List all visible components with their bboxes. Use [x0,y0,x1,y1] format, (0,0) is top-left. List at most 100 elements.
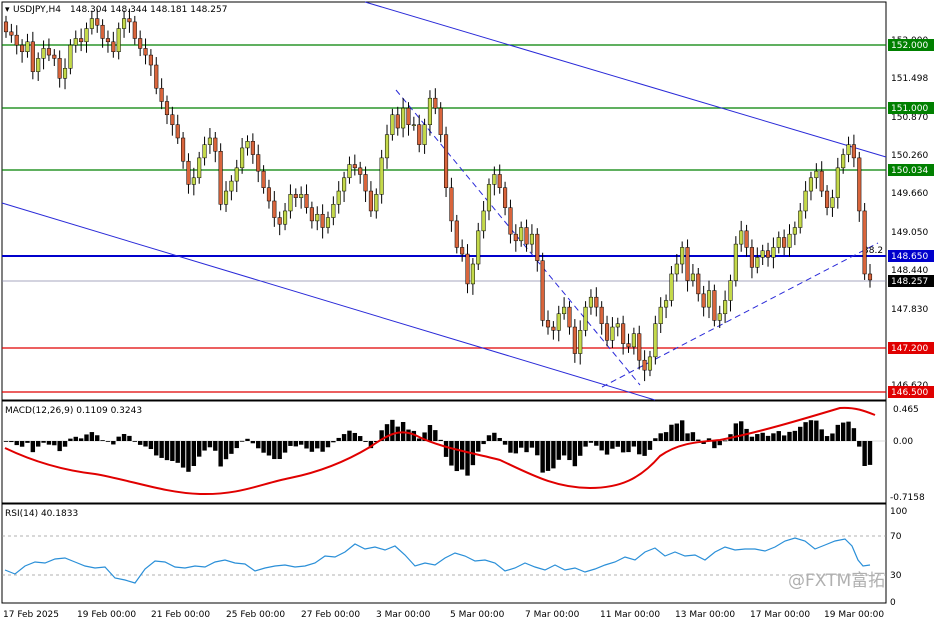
macd-bar [835,424,841,441]
macd-bar [304,441,309,449]
bear-candle [100,24,105,39]
upper-channel-line[interactable] [364,1,887,158]
bear-candle [164,101,170,116]
bull-candle [229,180,234,192]
macd-bar [722,440,728,442]
bull-candle [733,243,738,281]
macd-bar [374,441,379,443]
macd-bar [148,441,154,450]
macd-bar [776,431,781,441]
macd-bar [186,441,191,472]
bear-candle [57,58,62,79]
time-tick: 19 Feb 00:00 [77,610,136,620]
macd-bar [465,441,470,476]
bull-candle [680,247,685,265]
bear-candle [266,187,272,202]
time-tick: 19 Mar 00:00 [824,610,884,620]
bear-candle [111,41,116,52]
time-tick: 25 Feb 00:00 [226,610,285,620]
bear-candle [186,160,191,185]
macd-bar [535,441,540,456]
symbol-menu-arrow[interactable]: ▾ [5,5,10,15]
bear-candle [449,187,454,222]
macd-bar [229,441,234,454]
macd-bar [792,430,798,441]
macd-signal-line [4,406,876,496]
macd-bar [840,422,846,441]
macd-bar [52,441,57,446]
bull-candle [191,177,196,185]
bear-candle [20,44,25,52]
bull-candle [739,230,744,245]
ohlc-readout: 148.304 148.344 148.181 148.257 [70,5,227,15]
level-tag: 152.000 [891,41,928,51]
bear-candle [535,233,540,261]
macd-bar [89,432,95,441]
macd-bar [298,441,304,445]
level-tag: 151.000 [891,104,928,114]
bull-candle [647,356,653,371]
bear-candle [148,54,153,66]
macd-bar [760,432,765,441]
bear-candle [363,174,368,192]
macd-bar [631,441,637,447]
bear-candle [293,194,298,198]
bear-candle [433,97,438,109]
bull-candle [122,18,127,29]
bear-candle [508,207,513,235]
macd-panel-frame [1,400,887,504]
macd-bar [545,441,551,471]
macd-bar [293,441,298,447]
bear-candle [272,200,277,218]
bear-candle [642,359,647,371]
bull-candle [390,114,395,135]
bull-candle [808,177,814,192]
level-tag: 146.500 [891,388,928,398]
macd-bar [819,429,824,441]
lower-channel-line[interactable] [1,202,656,401]
bull-candle [776,237,781,248]
level-lines [2,44,886,393]
macd-bar [459,441,465,470]
descending-dashed-line[interactable] [395,89,641,386]
bull-candle [223,190,229,205]
bear-candle [309,207,314,222]
bull-candle [336,190,341,205]
macd-bar [261,441,266,453]
price-tick: 148.440 [891,266,928,276]
macd-bar [19,441,25,447]
bear-candle [261,170,266,188]
rsi-line [4,537,871,584]
macd-bar [406,429,411,441]
level-tag: 150.034 [891,166,928,176]
macd-bar [288,441,293,446]
macd-bar [164,441,170,461]
macd-bar [336,437,341,441]
bull-candle [288,194,293,212]
bear-candle [218,151,223,205]
bull-candle [803,190,808,212]
macd-histogram [3,419,873,476]
bull-candle [519,227,524,242]
bear-candle [213,137,218,152]
bear-candle [443,134,449,188]
macd-bar [68,438,73,441]
macd-bar [438,439,443,441]
level-tag-bg [888,275,934,287]
macd-bar [100,440,105,441]
bull-candle [690,273,695,281]
macd-bar [379,430,384,441]
bull-candle [717,313,722,321]
bull-candle [299,194,304,198]
macd-bar [615,441,620,447]
bull-candle [755,257,760,268]
bear-candle [862,210,867,275]
macd-bar [862,441,867,467]
macd-bar [121,434,127,441]
level-tag: 148.650 [891,252,928,262]
bull-candle [835,167,840,198]
bear-candle [159,87,164,102]
bull-candle [36,58,41,72]
bull-candle [207,137,212,145]
macd-bar [572,441,578,467]
